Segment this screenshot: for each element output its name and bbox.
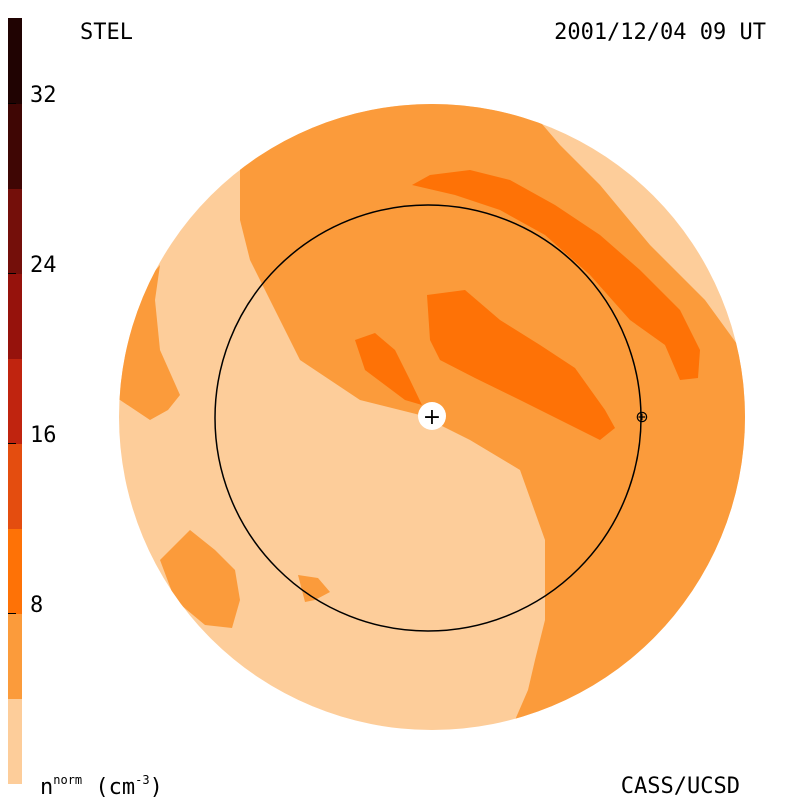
- sun-marker-background: [418, 402, 446, 430]
- units-label: nnorm (cm-3): [40, 774, 163, 799]
- contour-level-2-center-band: [427, 290, 615, 440]
- colorbar-tick-label-2: 24: [30, 253, 57, 278]
- colorbar-tick-2: [8, 273, 16, 274]
- source-label: STEL: [80, 20, 133, 45]
- credit-label: CASS/UCSD: [620, 774, 740, 799]
- colorbar-segment-6: [8, 188, 22, 274]
- timestamp-label: 2001/12/04 09 UT: [554, 20, 766, 45]
- units-text: (cm: [82, 775, 136, 800]
- units-base: n: [40, 775, 54, 800]
- contour-level-1-small-blob: [298, 575, 330, 602]
- colorbar-tick-1: [8, 443, 16, 444]
- units-exponent: -3: [135, 773, 150, 787]
- colorbar-segment-2: [8, 528, 22, 614]
- units-superscript: norm: [53, 773, 83, 787]
- colorbar-segment-3: [8, 443, 22, 529]
- units-close: ): [149, 775, 163, 800]
- colorbar-tick-label-1: 16: [30, 423, 57, 448]
- contour-level-2-sun-patch: [355, 333, 422, 405]
- colorbar-tick-0: [8, 613, 16, 614]
- colorbar-tick-label-3: 32: [30, 83, 57, 108]
- colorbar-segment-7: [8, 103, 22, 189]
- earth-marker: ⊕: [635, 407, 648, 426]
- colorbar-segment-8: [8, 18, 22, 104]
- colorbar: [8, 18, 22, 784]
- colorbar-segment-0: [8, 698, 22, 784]
- colorbar-segment-5: [8, 273, 22, 359]
- colorbar-segment-1: [8, 613, 22, 699]
- colorbar-segment-4: [8, 358, 22, 444]
- sun-marker: +: [423, 405, 441, 430]
- earth-orbit-ring: [214, 204, 642, 632]
- contour-level-2-upper-band: [412, 170, 700, 380]
- density-contours: [119, 104, 745, 730]
- colorbar-tick-label-0: 8: [30, 593, 44, 618]
- colorbar-tick-3: [8, 103, 16, 104]
